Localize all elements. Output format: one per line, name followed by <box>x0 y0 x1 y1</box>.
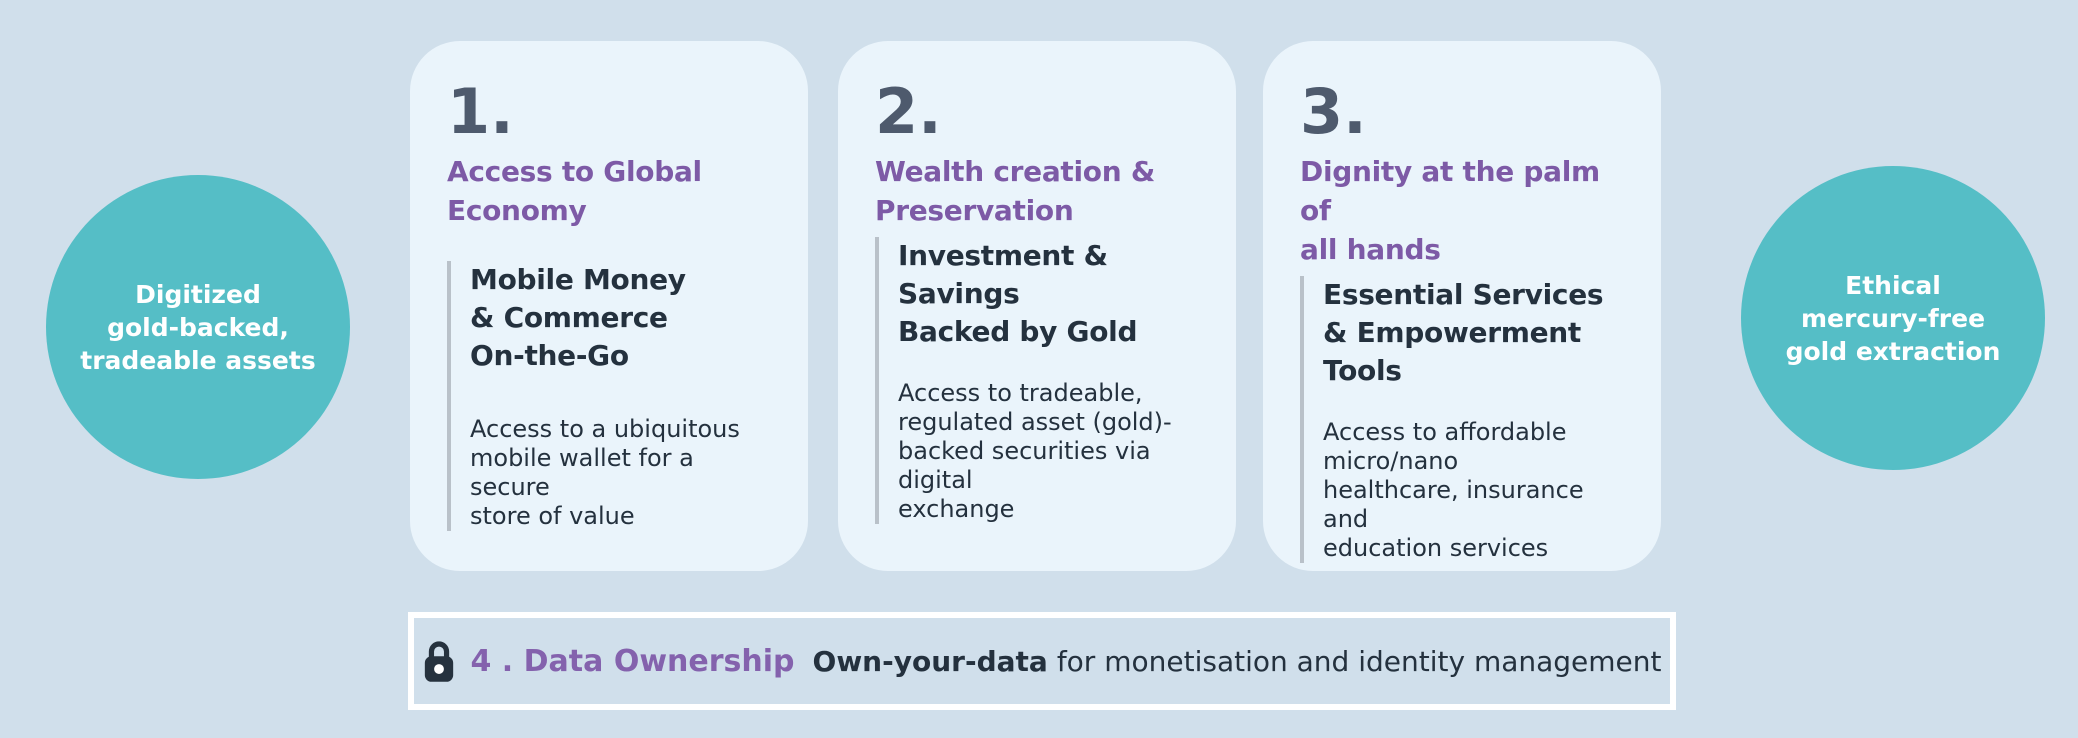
banner-bold-text: Own-your-data <box>812 644 1048 678</box>
card-content: Essential Services & Empowerment Tools A… <box>1300 276 1633 563</box>
right-circle-label: Ethical mercury-free gold extraction <box>1785 270 2001 366</box>
card-body-text: Access to tradeable, regulated asset (go… <box>898 379 1172 523</box>
card-content: Mobile Money & Commerce On-the-Go Access… <box>447 261 780 531</box>
card-body-text: Access to a ubiquitous mobile wallet for… <box>470 415 740 530</box>
card-body-text: Access to affordable micro/nano healthca… <box>1323 418 1584 562</box>
card-heading: Access to Global Economy <box>447 155 702 227</box>
card-number: 1. <box>447 75 514 148</box>
data-ownership-banner: 4 . Data Ownership Own-your-data for mon… <box>408 612 1676 710</box>
banner-sentence: Own-your-data for monetisation and ident… <box>813 645 1662 678</box>
card-content: Investment & Savings Backed by Gold Acce… <box>875 237 1208 524</box>
banner-title: 4 . Data Ownership <box>470 643 795 679</box>
card-number: 3. <box>1300 75 1367 148</box>
card-wealth-creation-preservation: 2. Wealth creation & Preservation Invest… <box>838 41 1236 571</box>
card-subtitle: Investment & Savings Backed by Gold <box>898 239 1138 348</box>
right-circle: Ethical mercury-free gold extraction <box>1741 166 2045 470</box>
card-subtitle: Mobile Money & Commerce On-the-Go <box>470 263 686 372</box>
left-circle-label: Digitized gold-backed, tradeable assets <box>80 279 316 375</box>
card-access-to-global-economy: 1. Access to Global Economy Mobile Money… <box>410 41 808 571</box>
card-heading: Dignity at the palm of all hands <box>1300 155 1600 266</box>
left-circle: Digitized gold-backed, tradeable assets <box>46 175 350 479</box>
card-number: 2. <box>875 75 942 148</box>
banner-rest-text: for monetisation and identity management <box>1056 644 1662 678</box>
card-heading: Wealth creation & Preservation <box>875 155 1155 227</box>
card-dignity-all-hands: 3. Dignity at the palm of all hands Esse… <box>1263 41 1661 571</box>
card-subtitle: Essential Services & Empowerment Tools <box>1323 278 1604 387</box>
lock-icon <box>425 641 454 682</box>
